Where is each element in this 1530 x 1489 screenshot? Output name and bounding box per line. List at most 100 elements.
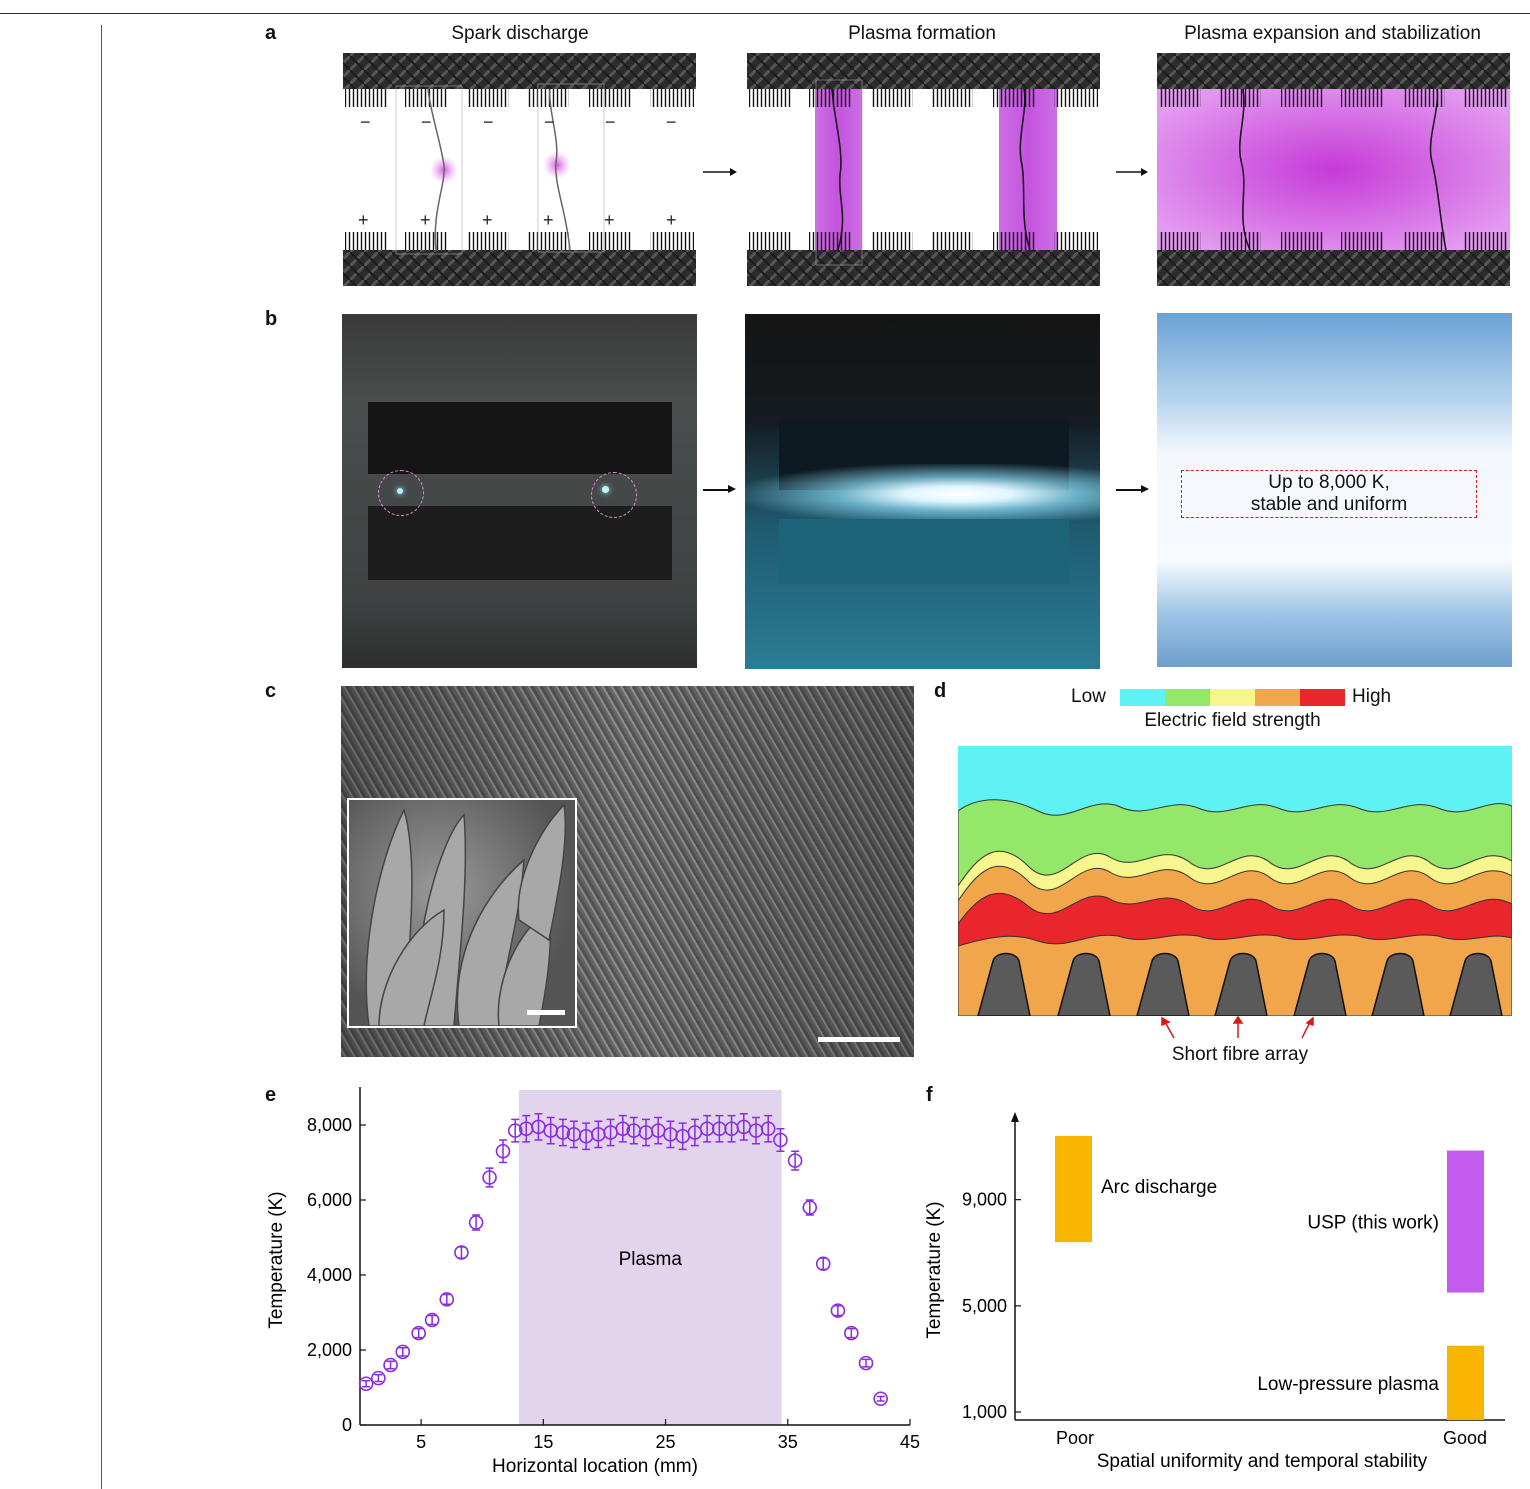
y-tick-label: 5,000: [962, 1296, 1007, 1316]
plus-sign: +: [420, 210, 431, 230]
bar-label: Low-pressure plasma: [1257, 1374, 1439, 1395]
data-point: [815, 1256, 831, 1272]
data-point: [787, 1150, 803, 1171]
data-point: [411, 1325, 426, 1341]
panel-label-b: b: [265, 308, 278, 330]
range-bar: [1447, 1345, 1484, 1420]
data-point: [844, 1325, 859, 1341]
annotation-box: Up to 8,000 K, stable and uniform: [1181, 470, 1477, 518]
spark-dot: [602, 486, 609, 493]
scale-bar: [818, 1037, 900, 1042]
arrow-right-icon: [1116, 489, 1143, 491]
legend-swatch: [1300, 689, 1345, 706]
y-tick-label: 1,000: [962, 1402, 1007, 1422]
temperature-profile-chart: Plasma 5 15 25 35 45 0 2,000 4,000 6,000 8,000 Hori…: [266, 1087, 920, 1477]
data-point: [371, 1370, 386, 1386]
data-point: [507, 1118, 523, 1143]
minus-sign: −: [605, 112, 616, 132]
panel-a-title-1: Spark discharge: [451, 23, 589, 44]
sem-micrograph: [341, 686, 914, 1057]
fibre-array: [977, 952, 1503, 1016]
x-tick-label: Poor: [1056, 1428, 1094, 1448]
electric-field-diagram: [958, 746, 1512, 1016]
x-axis-label: Spatial uniformity and temporal stabilit…: [1097, 1451, 1428, 1472]
x-tick-label: 15: [533, 1432, 553, 1452]
y-axis-arrow-icon: [1011, 1112, 1019, 1122]
minus-sign: −: [483, 112, 494, 132]
data-point: [615, 1114, 631, 1143]
plasma-formation-diagram: [747, 53, 1100, 286]
data-point: [802, 1199, 818, 1216]
data-point: [873, 1391, 888, 1407]
x-tick-label: 25: [656, 1432, 676, 1452]
top-rule: [0, 13, 1530, 14]
bar-label: USP (this work): [1307, 1213, 1439, 1234]
arrow-right-icon: [703, 489, 730, 491]
legend-high-label: High: [1352, 686, 1392, 707]
panel-label-e: e: [265, 1084, 277, 1106]
legend-swatch: [1255, 689, 1300, 706]
photo-spark-discharge: [342, 314, 697, 668]
electrode-bottom: [779, 519, 1069, 584]
data-point: [760, 1114, 776, 1143]
panel-label-d: d: [934, 680, 947, 702]
minus-sign: −: [421, 112, 432, 132]
minus-sign: −: [544, 112, 555, 132]
annotation-line-2: stable and uniform: [1250, 494, 1408, 515]
short-fibre-array-label: Short fibre array: [1171, 1044, 1309, 1065]
spark-dot: [397, 488, 403, 494]
range-bar: [1055, 1135, 1092, 1243]
data-point: [395, 1344, 411, 1360]
arrow-right-icon: [1141, 485, 1149, 493]
y-axis-label: Temperature (K): [266, 1191, 287, 1328]
fibre-pointer-arrows: [1161, 1016, 1314, 1039]
range-bar: [1447, 1150, 1484, 1293]
x-tick-label: 35: [778, 1432, 798, 1452]
panel-a-diagram: − − − − − − + + + + + +: [343, 53, 1510, 286]
photo-plasma-stabilization: Up to 8,000 K, stable and uniform: [1157, 313, 1512, 667]
plus-sign: +: [543, 210, 554, 230]
y-axis-label: Temperature (K): [924, 1201, 945, 1338]
charge-signs: − − − − − − + + + + + +: [358, 112, 677, 230]
y-tick-label: 6,000: [307, 1190, 352, 1210]
spark-discharge-diagram: [343, 53, 696, 286]
data-point: [495, 1139, 511, 1164]
panel-label-f: f: [926, 1084, 933, 1106]
arrow-right-icon: [728, 485, 736, 493]
plus-sign: +: [358, 210, 369, 230]
left-margin-rule: [101, 25, 102, 1489]
arrow-right-icon: [1116, 168, 1148, 176]
plus-sign: +: [604, 210, 615, 230]
fibre-electrode-bottom: [368, 506, 672, 580]
data-point: [358, 1376, 374, 1392]
data-point: [773, 1128, 788, 1152]
data-point: [439, 1292, 455, 1307]
data-point: [858, 1355, 874, 1371]
x-tick-label: 5: [416, 1432, 426, 1452]
x-axis-label: Horizontal location (mm): [492, 1456, 698, 1477]
legend-low-label: Low: [1071, 686, 1106, 707]
data-point: [482, 1167, 497, 1188]
data-point: [424, 1312, 440, 1328]
plus-sign: +: [482, 210, 493, 230]
plasma-expansion-diagram: [1157, 53, 1510, 286]
temperature-vs-uniformity-chart: 1,000 5,000 9,000 Poor Good Spatial uniformit…: [924, 1112, 1505, 1472]
sem-inset: [347, 798, 577, 1028]
fibre-electrode-top: [368, 402, 672, 474]
minus-sign: −: [666, 112, 677, 132]
y-tick-label: 0: [342, 1415, 352, 1435]
legend-swatch: [1120, 689, 1165, 706]
x-tick-label: Good: [1443, 1428, 1487, 1448]
data-point: [383, 1357, 398, 1373]
y-tick-label: 4,000: [307, 1265, 352, 1285]
data-point: [468, 1214, 484, 1231]
data-point: [578, 1122, 594, 1151]
legend-title: Electric field strength: [1144, 710, 1321, 731]
panel-label-a: a: [265, 22, 277, 44]
spark-circle: [378, 470, 424, 516]
data-point: [830, 1303, 846, 1318]
legend-swatch: [1165, 689, 1210, 706]
photo-plasma-formation: [745, 314, 1100, 669]
annotation-line-1: Up to 8,000 K,: [1268, 472, 1390, 493]
y-tick-label: 8,000: [307, 1115, 352, 1135]
